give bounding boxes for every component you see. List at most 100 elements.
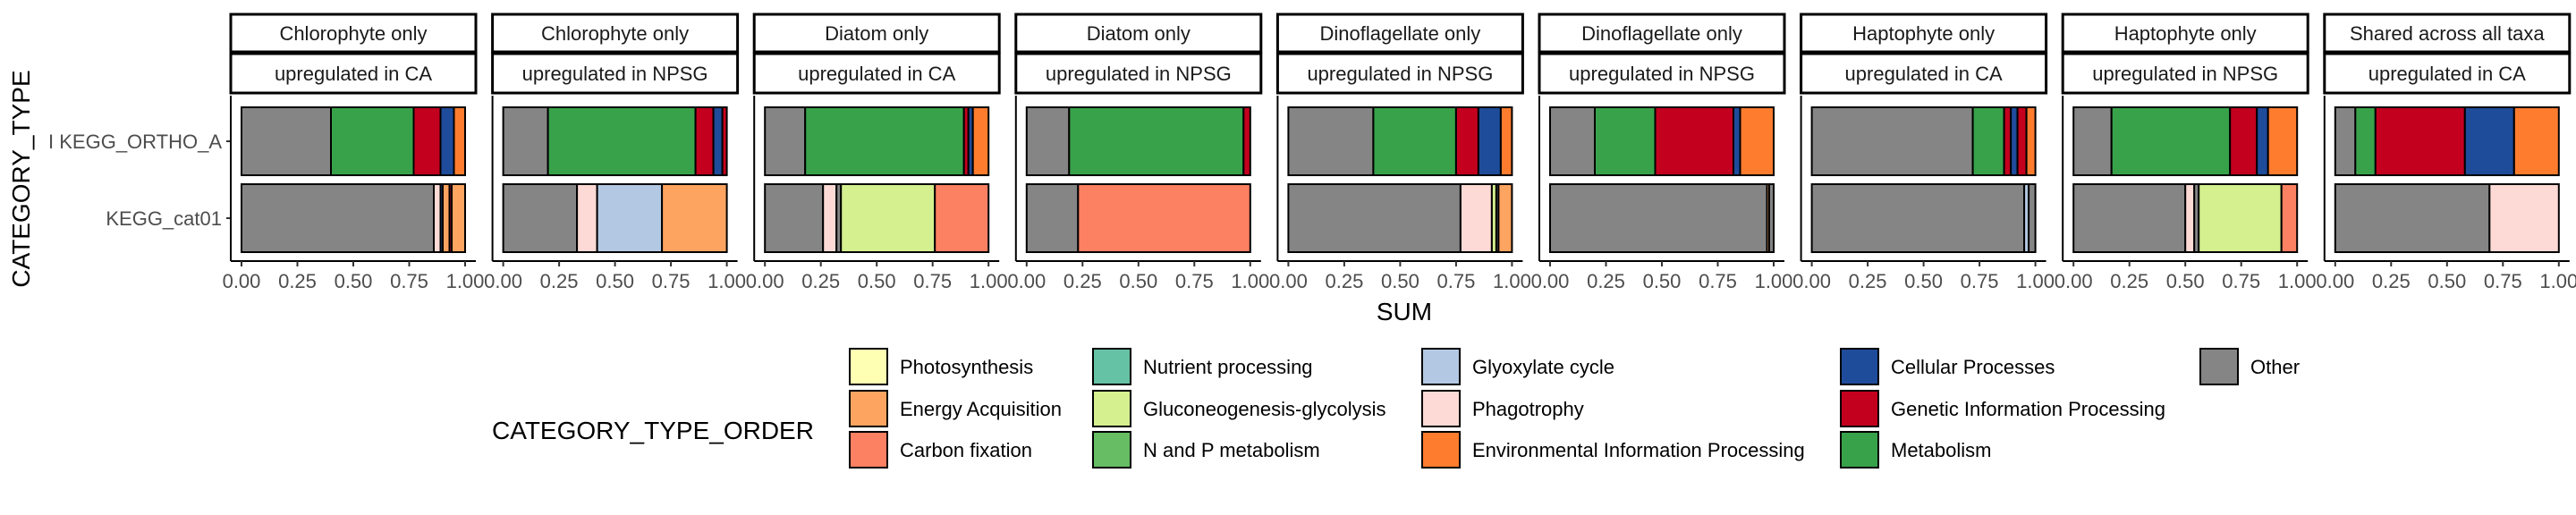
legend-label: N and P metabolism (1143, 439, 1320, 461)
facet-strip-label-bottom: upregulated in NPSG (1046, 63, 1232, 85)
bar-segment (1768, 183, 1775, 253)
bar-segment (2334, 106, 2357, 176)
x-tick-label: 0.75 (1961, 270, 1999, 292)
facet-strip-label-top: Shared across all taxa (2350, 22, 2545, 45)
x-tick-label: 1.00 (2539, 270, 2576, 292)
x-tick-label: 0.50 (335, 270, 373, 292)
bar-segment (1025, 183, 1080, 253)
y-axis-title: CATEGORY_TYPE (7, 70, 35, 287)
x-tick-label: 1.00 (970, 270, 1008, 292)
legend-label: Metabolism (1891, 439, 1991, 461)
bar-segment (840, 183, 936, 253)
facet-panel: Diatom only upregulated in NPSG 0.00 0.25 0.… (1007, 13, 1269, 292)
x-tick-label: 1.00 (708, 270, 746, 292)
bar-segment (433, 183, 442, 253)
bar-segment (2229, 106, 2258, 176)
bar-segment (1499, 106, 1513, 176)
legend-key (849, 348, 888, 385)
x-tick-label: 0.75 (1699, 270, 1737, 292)
legend-key (1421, 431, 1461, 469)
legend-key (849, 390, 888, 427)
x-tick-label: 1.00 (2278, 270, 2317, 292)
x-tick-label: 0.25 (1325, 270, 1363, 292)
facet-strip-label-top: Dinoflagellate only (1581, 22, 1742, 45)
bar-segment (822, 183, 838, 253)
bar-segment (1810, 183, 2026, 253)
legend-key (1840, 390, 1879, 427)
bar-segment (2016, 106, 2028, 176)
facet-strip-label-top: Chlorophyte only (279, 22, 427, 45)
x-tick-label: 0.75 (1436, 270, 1475, 292)
legend-label: Other (2250, 356, 2300, 378)
x-tick-label: 0.00 (1007, 270, 1046, 292)
bar-segment (804, 106, 965, 176)
bar-segment (1654, 106, 1734, 176)
facet-panel: Haptophyte only upregulated in NPSG 0.00 0.… (2055, 13, 2317, 292)
facet-strip-label-top: Diatom only (1087, 22, 1191, 45)
y-tick-label: I KEGG_ORTHO_A (48, 131, 222, 153)
bar-segment (1497, 183, 1513, 253)
bar-segment (1549, 106, 1596, 176)
bar-segment (661, 183, 728, 253)
x-tick-label: 0.00 (746, 270, 784, 292)
facet-strip-label-bottom: upregulated in NPSG (1307, 63, 1493, 85)
bar-segment (1242, 106, 1251, 176)
bar-segment (721, 106, 728, 176)
bar-segment (439, 106, 455, 176)
bar-segment (1077, 183, 1251, 253)
bar-segment (2267, 106, 2299, 176)
facet-panel: Diatom only upregulated in CA 0.00 0.25 0.50… (746, 13, 1008, 292)
x-tick-label: 0.00 (1269, 270, 1308, 292)
facet-strip-top (1538, 13, 1786, 54)
x-tick-label: 0.50 (1381, 270, 1419, 292)
bar-segment (1810, 106, 1974, 176)
bar-segment (1372, 106, 1457, 176)
x-tick-label: 1.00 (2016, 270, 2055, 292)
facet-strip-bottom (2323, 52, 2572, 95)
x-tick-label: 0.25 (1063, 270, 1102, 292)
x-tick-label: 0.75 (652, 270, 691, 292)
bar-segment (241, 106, 332, 176)
x-tick-label: 0.00 (2316, 270, 2354, 292)
x-tick-label: 1.00 (1493, 270, 1531, 292)
bar-segment (764, 106, 807, 176)
facet-strip-bottom (1800, 52, 2048, 95)
bar-segment (2512, 106, 2560, 176)
facet-strip-label-top: Haptophyte only (2114, 22, 2257, 45)
bar-segment (2028, 183, 2037, 253)
x-tick-label: 0.50 (1904, 270, 1943, 292)
facet-strip-label-bottom: upregulated in NPSG (522, 63, 708, 85)
bar-segment (1477, 106, 1502, 176)
bar-segment (2110, 106, 2232, 176)
bar-segment (2072, 183, 2187, 253)
facet-strip-label-bottom: upregulated in CA (798, 63, 955, 85)
legend-title: CATEGORY_TYPE_ORDER (492, 417, 814, 444)
bar-segment (1454, 106, 1479, 176)
facet-panel: Haptophyte only upregulated in CA 0.00 0.25… (1792, 13, 2055, 292)
bar-segment (2198, 183, 2283, 253)
x-tick-label: 0.75 (913, 270, 952, 292)
x-tick-label: 0.50 (596, 270, 634, 292)
x-tick-label: 0.50 (1643, 270, 1682, 292)
bar-segment (1594, 106, 1657, 176)
x-tick-label: 0.25 (1587, 270, 1625, 292)
facet-strip-bottom (229, 52, 478, 95)
bar-segment (2010, 106, 2019, 176)
legend-label: Environmental Information Processing (1472, 439, 1805, 461)
facet-strip-label-bottom: upregulated in CA (275, 63, 432, 85)
legend-label: Cellular Processes (1891, 356, 2055, 378)
x-tick-label: 0.75 (2222, 270, 2260, 292)
x-axis-title: SUM (1377, 298, 1432, 325)
x-tick-label: 0.50 (1119, 270, 1157, 292)
facet-strip-bottom (1538, 52, 1786, 95)
legend: CATEGORY_TYPE_ORDER Photosynthesis Energy… (492, 348, 2300, 469)
facet-strip-bottom (1014, 52, 1263, 95)
bar-segment (2463, 106, 2515, 176)
bar-segment (1025, 106, 1071, 176)
bar-segment (1459, 183, 1493, 253)
x-tick-label: 0.75 (390, 270, 428, 292)
bar-segment (1068, 106, 1245, 176)
legend-label: Nutrient processing (1143, 356, 1313, 378)
facet-panel: Chlorophyte only upregulated in NPSG 0.00 0… (484, 13, 746, 292)
legend-key (1092, 390, 1131, 427)
